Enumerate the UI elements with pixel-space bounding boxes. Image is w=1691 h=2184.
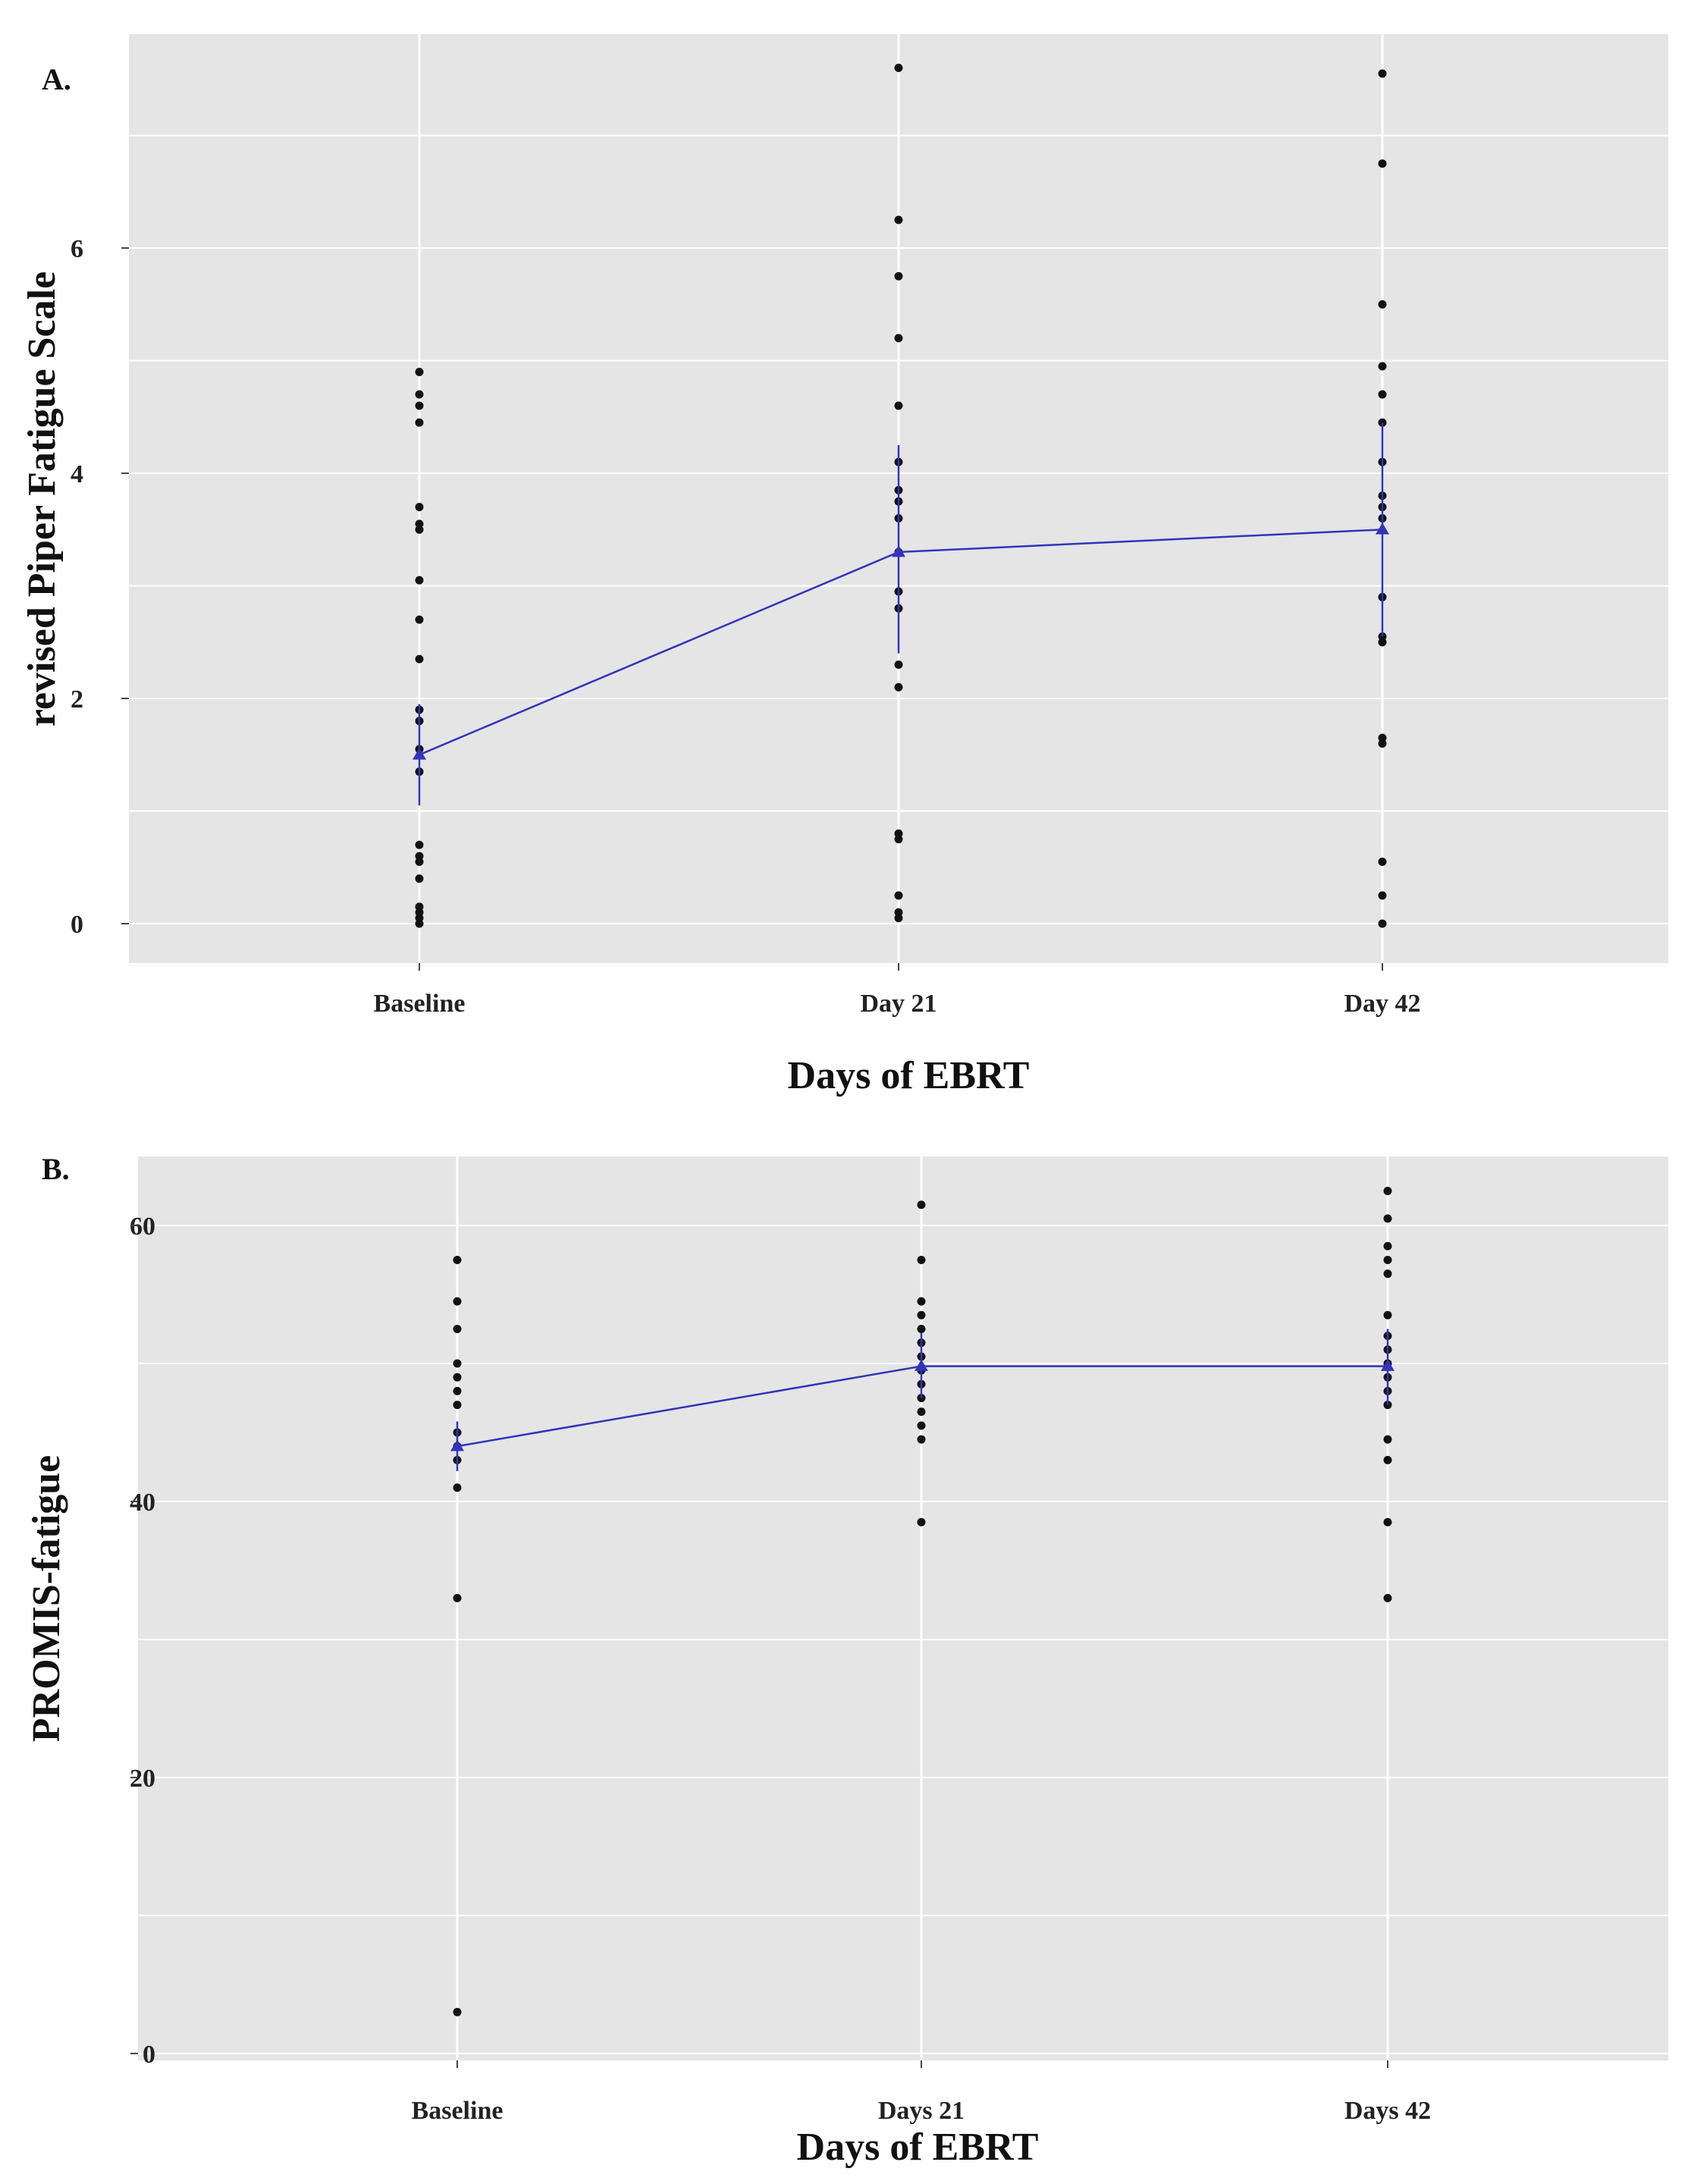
data-point xyxy=(453,1297,462,1306)
panel-a-y-axis-title: revised Piper Fatigue Scale xyxy=(20,271,64,726)
x-tick-label: Days 21 xyxy=(878,2097,965,2125)
data-point xyxy=(415,519,424,529)
data-point xyxy=(415,367,424,376)
data-point xyxy=(1378,159,1387,168)
data-point xyxy=(453,1373,462,1382)
data-point xyxy=(415,418,424,427)
data-point xyxy=(415,840,424,849)
data-point xyxy=(415,401,424,410)
data-point xyxy=(917,1297,926,1306)
y-tick-label: 0 xyxy=(71,911,83,939)
x-tick-label: Days 42 xyxy=(1344,2097,1431,2125)
data-point xyxy=(415,874,424,883)
data-point xyxy=(894,401,903,410)
panel-a: 0 2 4 6 Baseline Day 21 Day 42 A. Days of EBRT… xyxy=(20,34,1668,1097)
data-point xyxy=(1378,891,1387,900)
y-tick-label: 40 xyxy=(130,1489,155,1517)
panel-a-mean-series xyxy=(413,422,1389,806)
data-point xyxy=(415,503,424,512)
panel-b: 0 20 40 60 Baseline Days 21 Days 42 B. Days of… xyxy=(25,1152,1668,2169)
data-point xyxy=(1378,919,1387,928)
data-point xyxy=(453,1401,462,1410)
data-point xyxy=(1378,362,1387,371)
data-point xyxy=(1378,857,1387,866)
data-point xyxy=(894,908,903,917)
data-point xyxy=(1378,390,1387,399)
panel-a-x-axis-title: Days of EBRT xyxy=(788,1054,1030,1097)
data-point xyxy=(917,1421,926,1430)
data-point xyxy=(453,1324,462,1333)
panel-b-ticks: 0 20 40 60 Baseline Days 21 Days 42 xyxy=(130,1213,1431,2125)
panel-b-label: B. xyxy=(42,1152,70,1186)
panel-a-ticks: 0 2 4 6 Baseline Day 21 Day 42 xyxy=(71,235,1421,1018)
mean-marker xyxy=(915,1359,928,1371)
data-point xyxy=(1378,733,1387,742)
data-point xyxy=(894,334,903,343)
data-point xyxy=(453,1255,462,1264)
panel-b-points xyxy=(453,1186,1392,2016)
panel-a-points xyxy=(415,64,1387,928)
mean-marker xyxy=(1376,522,1389,535)
x-tick-label: Baseline xyxy=(412,2097,504,2125)
data-point xyxy=(453,1483,462,1492)
data-point xyxy=(917,1200,926,1210)
mean-marker xyxy=(1381,1359,1395,1371)
data-point xyxy=(1383,1517,1392,1527)
panel-b-background xyxy=(138,1156,1668,2060)
data-point xyxy=(1383,1593,1392,1602)
data-point xyxy=(1383,1214,1392,1223)
data-point xyxy=(917,1310,926,1320)
data-point xyxy=(415,615,424,624)
data-point xyxy=(917,1255,926,1264)
y-tick-label: 6 xyxy=(71,235,83,263)
data-point xyxy=(894,271,903,281)
data-point xyxy=(1378,69,1387,78)
data-point xyxy=(894,64,903,73)
y-tick-label: 2 xyxy=(71,686,83,714)
data-point xyxy=(917,1324,926,1333)
data-point xyxy=(415,654,424,664)
panel-b-y-axis-title: PROMIS-fatigue xyxy=(25,1455,68,1742)
x-tick-label: Baseline xyxy=(374,990,466,1018)
data-point xyxy=(894,829,903,838)
panel-b-grid xyxy=(138,1156,1668,2060)
data-point xyxy=(453,2007,462,2016)
data-point xyxy=(1383,1435,1392,1444)
data-point xyxy=(1383,1255,1392,1264)
data-point xyxy=(453,1386,462,1395)
data-point xyxy=(1383,1269,1392,1279)
data-point xyxy=(894,891,903,900)
y-tick-label: 0 xyxy=(143,2041,155,2069)
data-point xyxy=(894,661,903,670)
data-point xyxy=(894,215,903,224)
mean-marker xyxy=(450,1439,464,1451)
mean-marker xyxy=(413,748,426,760)
mean-marker xyxy=(892,545,905,557)
panel-a-label: A. xyxy=(42,62,71,96)
data-point xyxy=(453,1593,462,1602)
data-point xyxy=(415,902,424,912)
data-point xyxy=(1383,1455,1392,1464)
data-point xyxy=(917,1517,926,1527)
data-point xyxy=(1383,1241,1392,1250)
y-tick-label: 20 xyxy=(130,1765,155,1793)
data-point xyxy=(415,852,424,861)
data-point xyxy=(415,576,424,585)
y-tick-label: 4 xyxy=(71,460,83,488)
data-point xyxy=(1383,1186,1392,1195)
data-point xyxy=(1378,300,1387,309)
data-point xyxy=(415,390,424,399)
data-point xyxy=(453,1359,462,1368)
y-tick-label: 60 xyxy=(130,1213,155,1241)
data-point xyxy=(894,682,903,692)
data-point xyxy=(1383,1310,1392,1320)
x-tick-label: Day 42 xyxy=(1344,990,1420,1018)
data-point xyxy=(917,1407,926,1417)
panel-b-mean-series xyxy=(450,1329,1395,1471)
data-point xyxy=(917,1435,926,1444)
x-tick-label: Day 21 xyxy=(860,990,936,1018)
panel-b-x-axis-title: Days of EBRT xyxy=(797,2126,1039,2169)
